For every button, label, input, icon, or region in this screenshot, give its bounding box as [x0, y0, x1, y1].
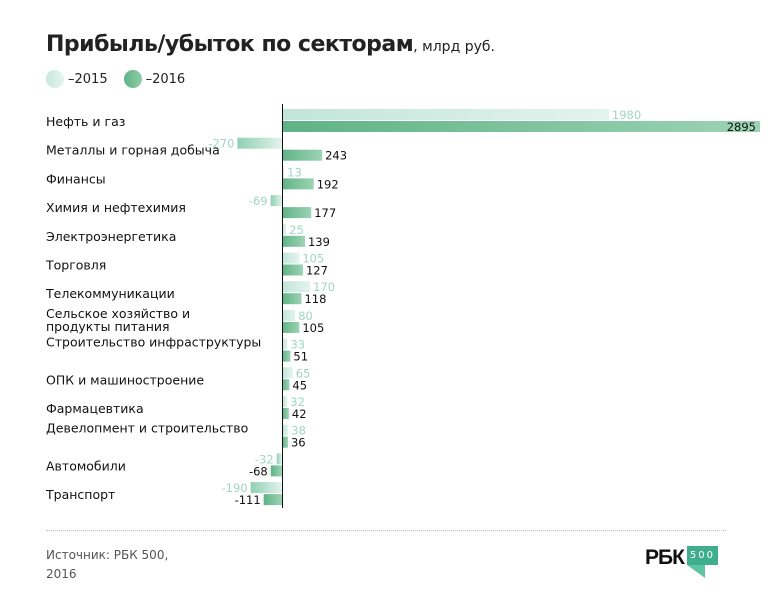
legend-swatch-2016 [123, 70, 142, 88]
category-label: Торговля [45, 258, 106, 273]
logo-badge: 500 [686, 546, 719, 578]
category-label: Химия и нефтехимия [46, 200, 186, 215]
source-note: Источник: РБК 500, 2016 [46, 548, 169, 581]
legend: –2015 –2016 [46, 70, 185, 88]
bar-2016 [282, 379, 290, 391]
category-label: Нефть и газ [46, 114, 125, 129]
category-label: Финансы [46, 171, 106, 186]
value-label-2015: -32 [255, 452, 274, 466]
bar-2016 [282, 207, 312, 219]
bar-2015 [282, 338, 288, 350]
bar-2015 [270, 195, 282, 207]
rbk500-logo: РБК 500 [645, 546, 719, 578]
legend-label-2015: –2015 [68, 71, 108, 87]
value-label-2016: 51 [293, 350, 308, 364]
value-label-2015: 13 [287, 165, 302, 179]
value-label-2016: 139 [308, 235, 330, 249]
title-unit: , млрд руб. [413, 39, 495, 55]
value-label-2015: 25 [289, 223, 304, 237]
bar-2016 [282, 121, 760, 132]
bar-2016 [282, 321, 300, 333]
value-label-2016: 177 [314, 206, 336, 220]
divider [46, 530, 726, 531]
value-label-2016: -111 [235, 493, 261, 507]
bar-2015 [282, 252, 300, 264]
value-label-2015: 170 [313, 280, 335, 294]
bar-2015 [282, 109, 609, 120]
category-label: Телекоммуникации [45, 286, 175, 301]
value-label-2015: -270 [208, 137, 234, 151]
bar-2015 [276, 453, 282, 465]
logo-text: РБК [645, 546, 685, 569]
value-label-2016: 105 [302, 321, 324, 335]
bar-2015 [282, 367, 293, 379]
value-label-2015: 1980 [612, 108, 641, 122]
bar-2015 [282, 396, 288, 407]
value-label-2016: 45 [292, 378, 307, 392]
category-label: Сельское хозяйство и продукты питания [46, 306, 190, 334]
value-label-2016: 127 [306, 264, 328, 278]
title-text: Прибыль/убыток по секторам [46, 32, 414, 57]
bar-2015 [282, 166, 285, 178]
value-label-2015: 80 [298, 309, 313, 323]
bar-2016 [282, 235, 305, 247]
category-label: Электроэнергетика [46, 229, 176, 244]
bar-2016 [282, 350, 291, 362]
value-label-2015: -69 [249, 194, 268, 208]
value-label-2015: -190 [222, 481, 248, 495]
category-label: Автомобили [46, 458, 126, 473]
category-label: ОПК и машиностроение [46, 372, 204, 387]
bar-2016 [282, 408, 289, 419]
bar-2016 [282, 149, 323, 161]
value-label-2015: 38 [291, 424, 306, 438]
bar-2016 [282, 293, 302, 305]
value-label-2015: 33 [290, 338, 305, 352]
bar-2015 [282, 223, 287, 235]
bar-2015 [282, 281, 311, 293]
bar-2015 [250, 482, 282, 494]
value-label-2016: -68 [249, 464, 268, 478]
bar-2015 [282, 309, 296, 321]
category-label: Фармацевтика [46, 401, 144, 416]
value-label-2016: 192 [317, 177, 339, 191]
value-label-2016: 118 [304, 292, 326, 306]
value-label-2015: 32 [290, 395, 305, 409]
value-label-2015: 105 [302, 252, 324, 266]
category-label: Металлы и горная добыча [46, 143, 220, 158]
legend-label-2016: –2016 [145, 71, 186, 87]
bar-2016 [282, 178, 314, 190]
bar-2015 [282, 424, 289, 436]
bar-2016 [263, 494, 282, 506]
value-label-2016: 42 [292, 407, 307, 421]
category-label: Девелопмент и строительство [46, 421, 248, 436]
bar-2016 [270, 465, 282, 477]
category-label: Строительство инфраструктуры [46, 335, 261, 350]
bar-2016 [282, 436, 288, 448]
category-label: Транспорт [45, 487, 115, 502]
value-label-2016: 36 [291, 436, 306, 450]
chart-title: Прибыль/убыток по секторам, млрд руб. [46, 32, 495, 57]
value-label-2016: 2895 [727, 120, 756, 134]
legend-swatch-2015 [46, 70, 64, 88]
bar-2015 [237, 137, 282, 149]
value-label-2016: 243 [325, 149, 347, 163]
bar-2016 [282, 264, 303, 276]
value-label-2015: 65 [296, 366, 311, 380]
